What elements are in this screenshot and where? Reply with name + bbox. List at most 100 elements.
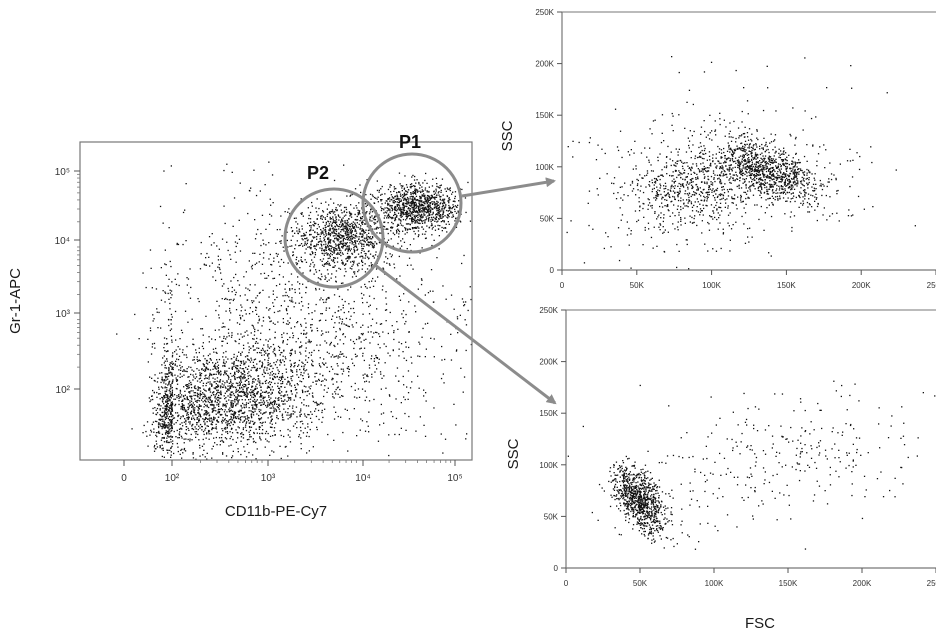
event-dot	[409, 196, 411, 198]
event-dot	[262, 347, 264, 350]
event-dot	[311, 413, 313, 415]
event-dot	[222, 405, 224, 407]
event-dot	[310, 254, 312, 256]
event-dot	[338, 246, 340, 248]
event-dot	[402, 310, 405, 312]
event-dot	[170, 404, 172, 407]
event-dot	[426, 208, 428, 210]
event-dot	[190, 384, 192, 386]
event-dot	[176, 383, 179, 385]
event-dot	[342, 223, 344, 225]
event-dot	[169, 407, 171, 409]
event-dot	[400, 213, 402, 215]
event-dot	[167, 427, 169, 429]
event-dot	[202, 334, 204, 336]
event-dot	[309, 417, 312, 419]
event-dot	[200, 328, 202, 330]
event-dot	[181, 457, 183, 459]
event-dot	[323, 229, 325, 231]
event-dot	[305, 369, 308, 371]
event-dot	[358, 236, 360, 238]
event-dot	[364, 373, 366, 375]
event-dot	[268, 242, 270, 244]
event-dot	[217, 386, 219, 388]
event-dot	[396, 232, 398, 234]
event-dot	[190, 413, 192, 415]
event-dot	[173, 430, 175, 433]
event-dot	[294, 364, 296, 367]
event-dot	[440, 217, 442, 219]
event-dot	[334, 237, 336, 239]
event-dot	[349, 212, 351, 215]
event-dot	[361, 297, 363, 299]
event-dot	[247, 372, 249, 375]
event-dot	[169, 428, 171, 430]
event-dot	[407, 191, 409, 193]
event-dot	[433, 193, 435, 195]
event-dot	[212, 404, 214, 406]
event-dot	[204, 375, 206, 377]
event-dot	[215, 436, 217, 439]
event-dot	[416, 221, 418, 223]
event-dot	[273, 407, 275, 409]
event-dot	[442, 194, 444, 196]
event-dot	[294, 288, 296, 291]
event-dot	[297, 276, 299, 278]
event-dot	[241, 407, 243, 409]
event-dot	[436, 200, 438, 202]
event-dot	[206, 458, 208, 460]
event-dot	[179, 431, 181, 433]
event-dot	[244, 394, 246, 396]
event-dot	[353, 236, 355, 239]
event-dot	[231, 291, 233, 293]
event-dot	[388, 217, 390, 219]
event-dot	[318, 288, 321, 290]
event-dot	[169, 395, 172, 397]
event-dot	[412, 174, 414, 177]
event-dot	[342, 236, 344, 238]
event-dot	[293, 306, 295, 308]
event-dot	[362, 234, 364, 236]
event-dot	[337, 355, 339, 357]
event-dot	[422, 209, 424, 211]
event-dot	[359, 227, 361, 229]
event-dot	[321, 214, 323, 217]
event-dot	[243, 420, 245, 422]
event-dot	[402, 194, 404, 196]
event-dot	[401, 211, 403, 213]
event-dot	[156, 412, 159, 414]
event-dot	[325, 249, 328, 251]
event-dot	[280, 386, 283, 388]
event-dot	[428, 214, 431, 216]
event-dot	[225, 361, 227, 363]
event-dot	[364, 263, 366, 265]
event-dot	[444, 438, 447, 440]
event-dot	[256, 262, 258, 264]
event-dot	[305, 355, 307, 357]
event-dot	[269, 402, 271, 405]
event-dot	[421, 186, 423, 188]
event-dot	[205, 411, 207, 413]
event-dot	[299, 426, 302, 429]
event-dot	[426, 190, 428, 192]
event-dot	[326, 254, 328, 256]
event-dot	[329, 249, 331, 251]
event-dot	[351, 222, 353, 225]
event-dot	[404, 412, 406, 415]
event-dot	[375, 268, 378, 270]
event-dot	[279, 389, 281, 391]
event-dot	[295, 262, 297, 264]
event-dot	[356, 397, 358, 399]
event-dot	[448, 200, 450, 202]
event-dot	[304, 259, 306, 261]
event-dot	[189, 392, 191, 394]
event-dot	[360, 230, 363, 232]
event-dot	[324, 340, 326, 342]
event-dot	[277, 399, 279, 401]
event-dot	[223, 428, 226, 430]
event-dot	[439, 185, 441, 187]
event-dot	[420, 197, 422, 199]
event-dot	[296, 371, 298, 373]
event-dot	[247, 334, 249, 336]
event-dot	[207, 381, 209, 383]
